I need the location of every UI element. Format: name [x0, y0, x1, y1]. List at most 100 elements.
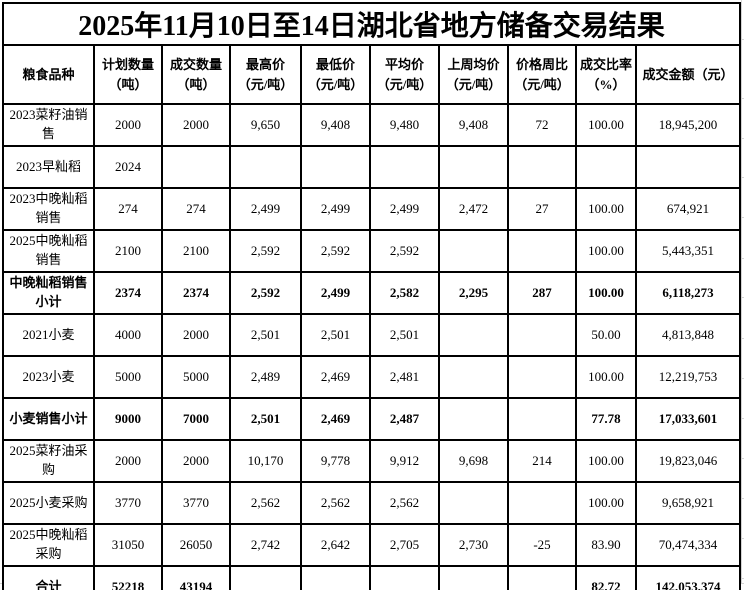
cell: 70,474,334	[635, 523, 741, 567]
table-row: 2025中晚籼稻 销售 2100 2100 2,592 2,592 2,592 100.00…	[2, 229, 741, 273]
faint-gridline	[739, 538, 744, 539]
row-label: 2023早籼稻	[2, 145, 95, 189]
cell: 2,501	[369, 313, 440, 357]
cell: 100.00	[575, 271, 637, 315]
cell: 2,582	[369, 271, 440, 315]
column-header-highest-price: 最高价 （元/吨）	[229, 44, 302, 105]
cell: 27	[507, 187, 577, 231]
column-header-grain-variety: 粮食品种	[2, 44, 95, 105]
cell	[229, 565, 302, 590]
table-row: 2023小麦 5000 5000 2,489 2,469 2,481 100.00 12,21…	[2, 355, 741, 399]
cell	[507, 229, 577, 273]
cell: 9,698	[438, 439, 509, 483]
cell: 31050	[93, 523, 163, 567]
cell: 5000	[93, 355, 163, 399]
column-header-traded-quantity: 成交数量 （吨）	[161, 44, 231, 105]
cell: 2000	[161, 439, 231, 483]
cell: 3770	[93, 481, 163, 525]
cell: 9,658,921	[635, 481, 741, 525]
row-label: 2023中晚籼稻 销售	[2, 187, 95, 231]
cell: 674,921	[635, 187, 741, 231]
table-row: 合计 52218 43194 82.72 142,053,374	[2, 565, 741, 590]
cell: 142,053,374	[635, 565, 741, 590]
cell: 2374	[161, 271, 231, 315]
cell: 26050	[161, 523, 231, 567]
row-label: 2023小麦	[2, 355, 95, 399]
cell	[229, 145, 302, 189]
cell: 72	[507, 103, 577, 147]
row-label: 小麦销售小计	[2, 397, 95, 441]
table-row: 2025中晚籼稻 采购 31050 26050 2,742 2,642 2,705 2,73…	[2, 523, 741, 567]
cell	[438, 229, 509, 273]
cell: 18,945,200	[635, 103, 741, 147]
cell: 2,562	[300, 481, 371, 525]
row-label: 2025中晚籼稻 销售	[2, 229, 95, 273]
cell: 2,592	[369, 229, 440, 273]
cell: 2024	[93, 145, 163, 189]
cell: 2,499	[300, 271, 371, 315]
table-row: 2023菜籽油销 售 2000 2000 9,650 9,408 9,480 9,408 72…	[2, 103, 741, 147]
cell: 2000	[93, 439, 163, 483]
cell: 4000	[93, 313, 163, 357]
cell: 77.78	[575, 397, 637, 441]
cell: 52218	[93, 565, 163, 590]
cell: 17,033,601	[635, 397, 741, 441]
cell	[161, 145, 231, 189]
cell	[369, 565, 440, 590]
cell: 2,499	[300, 187, 371, 231]
cell	[438, 313, 509, 357]
cell: 287	[507, 271, 577, 315]
cell: 100.00	[575, 103, 637, 147]
cell	[507, 145, 577, 189]
faint-gridline	[739, 458, 744, 459]
cell: 9,408	[300, 103, 371, 147]
column-header-lowest-price: 最低价 （元/吨）	[300, 44, 371, 105]
cell	[507, 397, 577, 441]
cell: 2,469	[300, 397, 371, 441]
cell	[438, 355, 509, 399]
cell: 2,705	[369, 523, 440, 567]
row-label: 2025小麦采购	[2, 481, 95, 525]
cell	[300, 145, 371, 189]
cell	[438, 145, 509, 189]
cell: 2,489	[229, 355, 302, 399]
cell: 9,912	[369, 439, 440, 483]
cell: 2,472	[438, 187, 509, 231]
cell: -25	[507, 523, 577, 567]
cell: 2,501	[229, 313, 302, 357]
faint-gridline	[739, 177, 744, 178]
faint-gridline	[739, 98, 744, 99]
table-row: 2025小麦采购 3770 3770 2,562 2,562 2,562 100.00 9,6…	[2, 481, 741, 525]
cell: 10,170	[229, 439, 302, 483]
cell: 50.00	[575, 313, 637, 357]
faint-gridline	[739, 297, 744, 298]
row-label: 2025中晚籼稻 采购	[2, 523, 95, 567]
table-row: 2023早籼稻 2024	[2, 145, 741, 189]
page-title: 2025年11月10日至14日湖北省地方储备交易结果	[2, 2, 741, 46]
cell: 2,742	[229, 523, 302, 567]
cell: 2,295	[438, 271, 509, 315]
cell: 6,118,273	[635, 271, 741, 315]
cell: 2,592	[300, 229, 371, 273]
cell: 5000	[161, 355, 231, 399]
column-header-average-price: 平均价 （元/吨）	[369, 44, 440, 105]
cell: 2100	[93, 229, 163, 273]
table-row: 2021小麦 4000 2000 2,501 2,501 2,501 50.00 4,813,…	[2, 313, 741, 357]
cell: 2,501	[300, 313, 371, 357]
table-row: 2025菜籽油采 购 2000 2000 10,170 9,778 9,912 9,698 2…	[2, 439, 741, 483]
cell: 2,642	[300, 523, 371, 567]
cell: 274	[93, 187, 163, 231]
cell: 100.00	[575, 439, 637, 483]
cell: 2000	[161, 313, 231, 357]
cell: 7000	[161, 397, 231, 441]
cell: 2374	[93, 271, 163, 315]
cell: 2,501	[229, 397, 302, 441]
faint-gridline	[739, 138, 744, 139]
cell: 9,480	[369, 103, 440, 147]
cell: 214	[507, 439, 577, 483]
row-label: 2023菜籽油销 售	[2, 103, 95, 147]
table-row: 中晚籼稻销售 小计 2374 2374 2,592 2,499 2,582 2,295 287…	[2, 271, 741, 315]
cell: 2100	[161, 229, 231, 273]
row-label: 中晚籼稻销售 小计	[2, 271, 95, 315]
